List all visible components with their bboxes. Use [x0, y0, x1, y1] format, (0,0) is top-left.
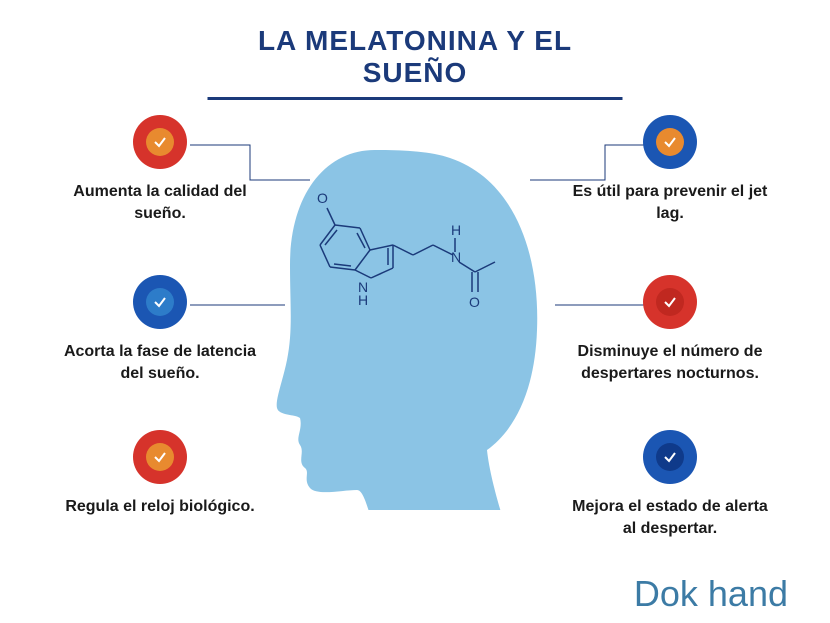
benefit-text: Es útil para prevenir el jet lag.	[570, 181, 770, 224]
label-o-bottom: O	[469, 294, 480, 310]
benefit-item: Es útil para prevenir el jet lag.	[570, 115, 770, 224]
bullet-inner	[146, 443, 174, 471]
bullet-icon	[133, 115, 187, 169]
benefit-item: Regula el reloj biológico.	[60, 430, 260, 518]
check-icon	[152, 134, 168, 150]
page-title: LA MELATONINA Y EL SUEÑO	[208, 25, 623, 100]
benefit-text: Regula el reloj biológico.	[65, 496, 254, 518]
brand-logo: Dok hand	[634, 573, 788, 615]
check-icon	[152, 449, 168, 465]
bullet-inner	[656, 128, 684, 156]
melatonin-molecule: O N H N H O	[295, 190, 515, 330]
label-h-lower: H	[358, 292, 368, 308]
label-o-top: O	[317, 190, 328, 206]
bullet-icon	[643, 275, 697, 329]
label-n2: N	[451, 249, 461, 265]
check-icon	[152, 294, 168, 310]
benefit-item: Acorta la fase de latencia del sueño.	[60, 275, 260, 384]
label-h-upper: H	[451, 222, 461, 238]
benefit-item: Disminuye el número de despertares noctu…	[570, 275, 770, 384]
check-icon	[662, 294, 678, 310]
bullet-inner	[656, 288, 684, 316]
benefit-text: Acorta la fase de latencia del sueño.	[60, 341, 260, 384]
benefit-item: Aumenta la calidad del sueño.	[60, 115, 260, 224]
bullet-icon	[643, 430, 697, 484]
check-icon	[662, 134, 678, 150]
benefit-item: Mejora el estado de alerta al despertar.	[570, 430, 770, 539]
bullet-inner	[146, 128, 174, 156]
bullet-icon	[133, 275, 187, 329]
bullet-inner	[146, 288, 174, 316]
benefit-text: Mejora el estado de alerta al despertar.	[570, 496, 770, 539]
benefit-text: Disminuye el número de despertares noctu…	[570, 341, 770, 384]
benefit-text: Aumenta la calidad del sueño.	[60, 181, 260, 224]
bullet-icon	[643, 115, 697, 169]
bullet-icon	[133, 430, 187, 484]
bullet-inner	[656, 443, 684, 471]
check-icon	[662, 449, 678, 465]
